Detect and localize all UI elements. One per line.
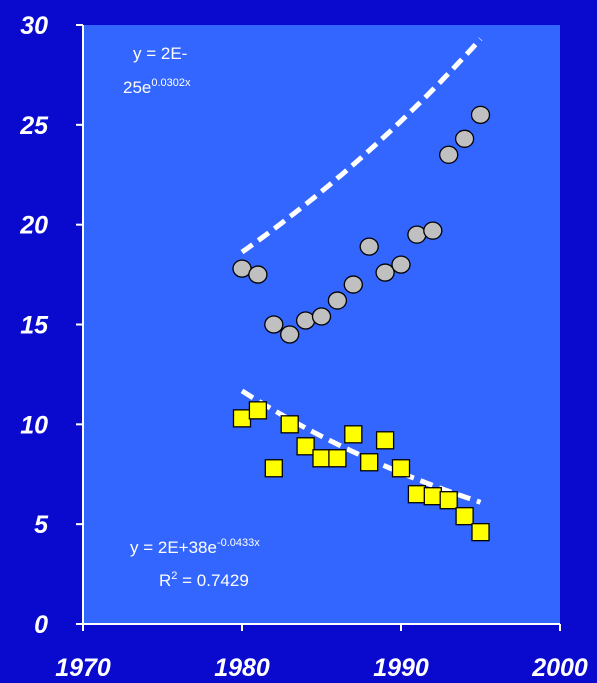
square-point <box>344 425 363 444</box>
circle-point <box>439 145 459 164</box>
circle-point <box>359 237 379 256</box>
square-point <box>280 415 299 434</box>
r-squared-value: = 0.7429 <box>177 571 248 590</box>
square-point <box>375 431 395 450</box>
y-tick-label: 20 <box>19 212 48 240</box>
circle-point <box>264 315 284 334</box>
equation-upper-line2: 25e0.0302x <box>123 77 191 97</box>
equation-lower-line1: y = 2E+38e-0.0433x <box>130 537 260 557</box>
x-tick-label: 1970 <box>55 654 111 682</box>
square-point <box>423 487 442 506</box>
circle-point <box>295 311 316 330</box>
square-point <box>407 485 427 504</box>
trendline-series-1 <box>240 37 483 255</box>
circle-point <box>343 275 363 294</box>
circle-point <box>311 307 332 326</box>
square-point <box>455 507 474 526</box>
y-tick-label: 30 <box>20 12 48 40</box>
circle-point <box>375 263 395 282</box>
x-tick-label: 1980 <box>214 654 270 682</box>
circle-point <box>470 105 491 124</box>
equation-lower: y = 2E+38e-0.0433x R2 = 0.7429 <box>130 537 260 590</box>
r-squared-label: R2 = 0.7429 <box>159 570 249 590</box>
circle-point <box>280 325 300 344</box>
equation-upper: y = 2E- 25e0.0302x <box>123 44 191 97</box>
equation-upper-line1: y = 2E- <box>133 44 187 63</box>
equation-lower-exponent: -0.0433x <box>217 537 260 549</box>
y-tick-label: 15 <box>20 312 49 340</box>
square-point <box>312 449 331 468</box>
square-point <box>439 491 458 510</box>
square-point <box>232 409 252 428</box>
circle-point <box>391 255 411 274</box>
y-tick-label: 0 <box>34 611 48 639</box>
circle-point <box>407 225 427 244</box>
circle-point <box>248 265 268 284</box>
circle-point <box>423 221 443 240</box>
axes <box>76 24 561 631</box>
x-tick-label: 1990 <box>373 654 429 682</box>
tick-labels: 0 5 10 15 20 25 30 1970 1980 1990 2000 <box>19 12 588 682</box>
x-tick-label: 2000 <box>531 654 588 682</box>
square-point <box>296 437 315 456</box>
r-squared-sup: 2 <box>171 570 177 582</box>
square-point <box>391 459 411 478</box>
y-tick-label: 25 <box>19 112 49 140</box>
equation-upper-base: 25e <box>123 78 151 97</box>
square-point <box>328 449 347 468</box>
square-point <box>264 459 283 478</box>
square-point <box>360 453 379 472</box>
y-tick-label: 10 <box>20 411 48 439</box>
equation-upper-exponent: 0.0302x <box>151 77 191 89</box>
square-point <box>248 401 268 420</box>
r-squared-r: R <box>159 571 171 590</box>
circle-point <box>454 129 475 148</box>
y-tick-label: 5 <box>34 511 49 539</box>
circle-point <box>327 291 348 310</box>
data-markers <box>232 105 491 542</box>
equation-lower-base: y = 2E+38e <box>130 538 217 557</box>
square-point <box>471 523 490 542</box>
